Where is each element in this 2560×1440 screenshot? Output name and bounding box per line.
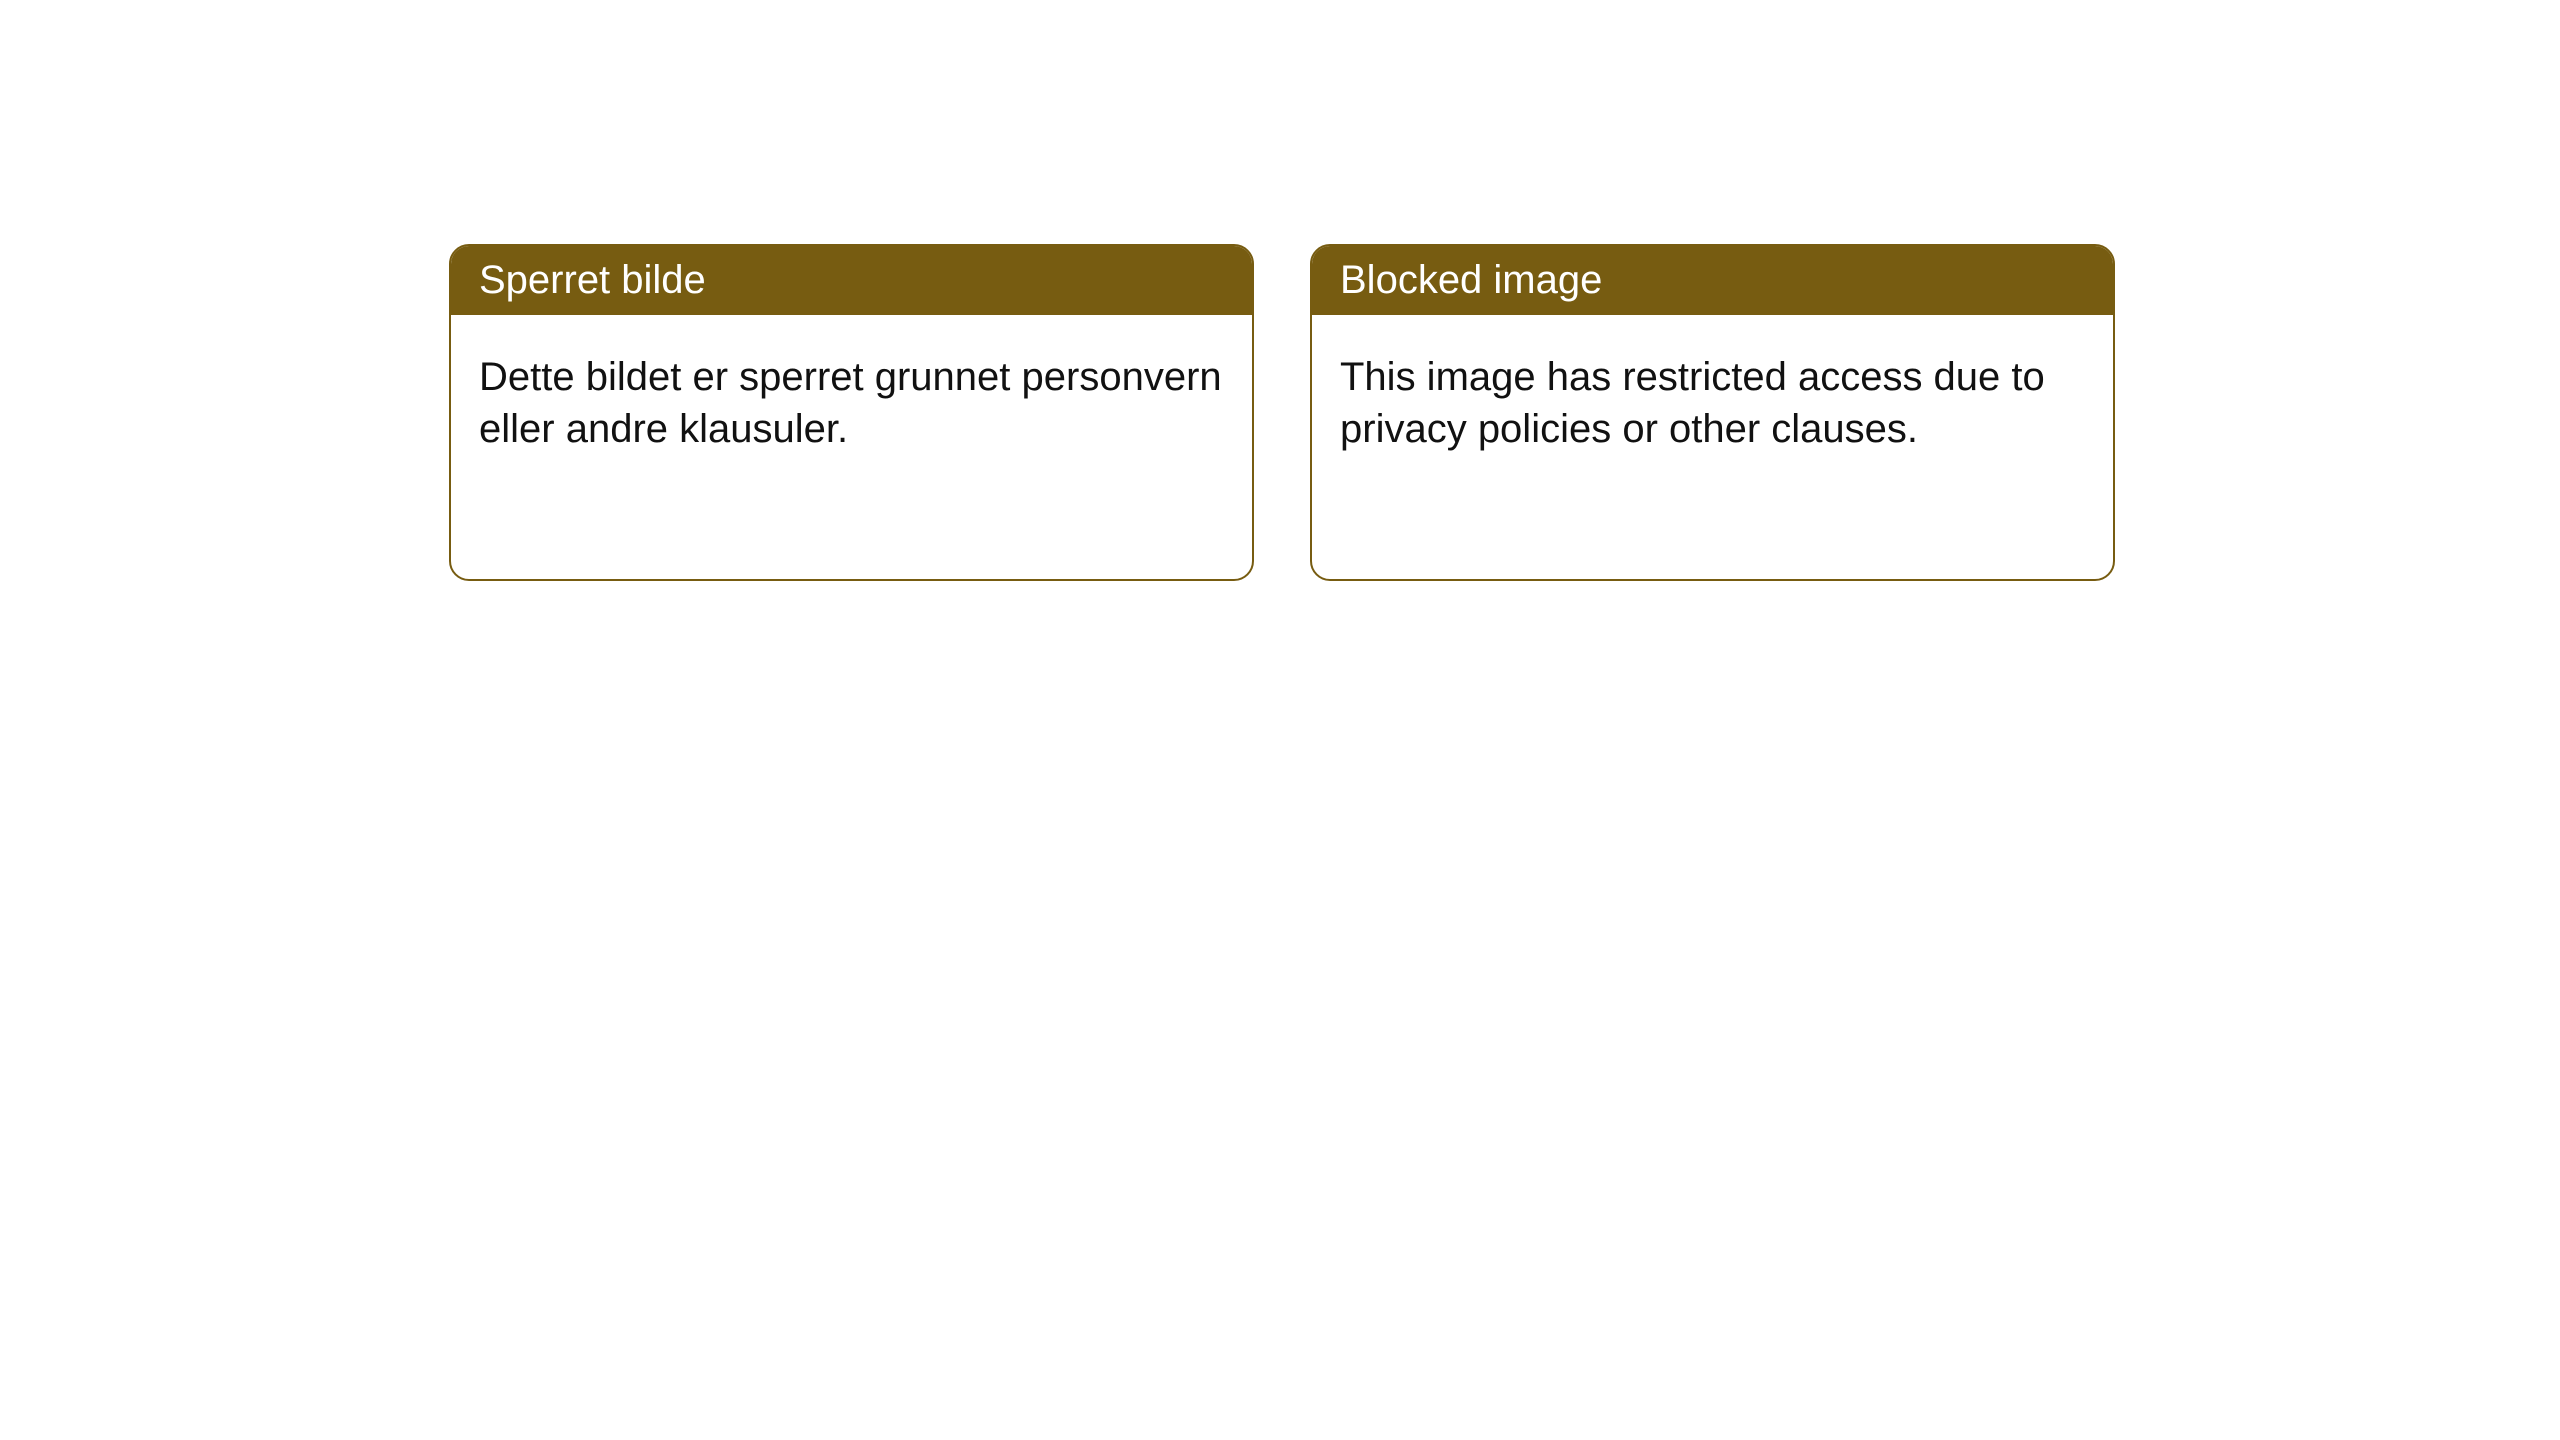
notice-container: Sperret bilde Dette bildet er sperret gr… [0, 0, 2560, 581]
notice-title-en: Blocked image [1340, 258, 1602, 302]
notice-card-en: Blocked image This image has restricted … [1310, 244, 2115, 581]
notice-card-no: Sperret bilde Dette bildet er sperret gr… [449, 244, 1254, 581]
notice-card-body-no: Dette bildet er sperret grunnet personve… [451, 315, 1252, 491]
notice-body-no: Dette bildet er sperret grunnet personve… [479, 355, 1222, 451]
notice-card-header-en: Blocked image [1312, 246, 2113, 315]
notice-title-no: Sperret bilde [479, 258, 706, 302]
notice-body-en: This image has restricted access due to … [1340, 355, 2045, 451]
notice-card-body-en: This image has restricted access due to … [1312, 315, 2113, 491]
notice-card-header-no: Sperret bilde [451, 246, 1252, 315]
